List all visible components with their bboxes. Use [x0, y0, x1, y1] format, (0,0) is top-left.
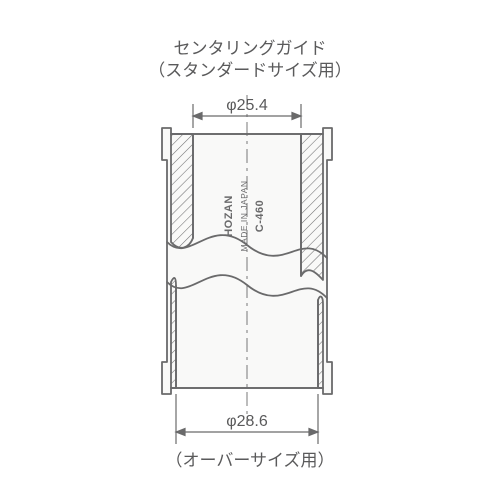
origin-text: MADE IN JAPAN: [239, 180, 249, 251]
bottom-line2: （オーバーサイズ用）: [166, 451, 335, 470]
dim-top-label: φ25.4: [226, 97, 268, 114]
bottom-label: （オーバーサイズ用）: [0, 450, 500, 472]
hatch-top-right: [301, 134, 323, 280]
model-text: C-460: [254, 200, 266, 232]
title: センタリングガイド （スタンダードサイズ用）: [0, 38, 500, 82]
hatch-top-left: [171, 134, 193, 248]
dim-bottom-label: φ28.6: [226, 413, 268, 430]
title-line2: （スタンダードサイズ用）: [148, 61, 352, 80]
brand-text: HOZAN: [223, 195, 235, 237]
title-line1: センタリングガイド: [174, 39, 327, 58]
